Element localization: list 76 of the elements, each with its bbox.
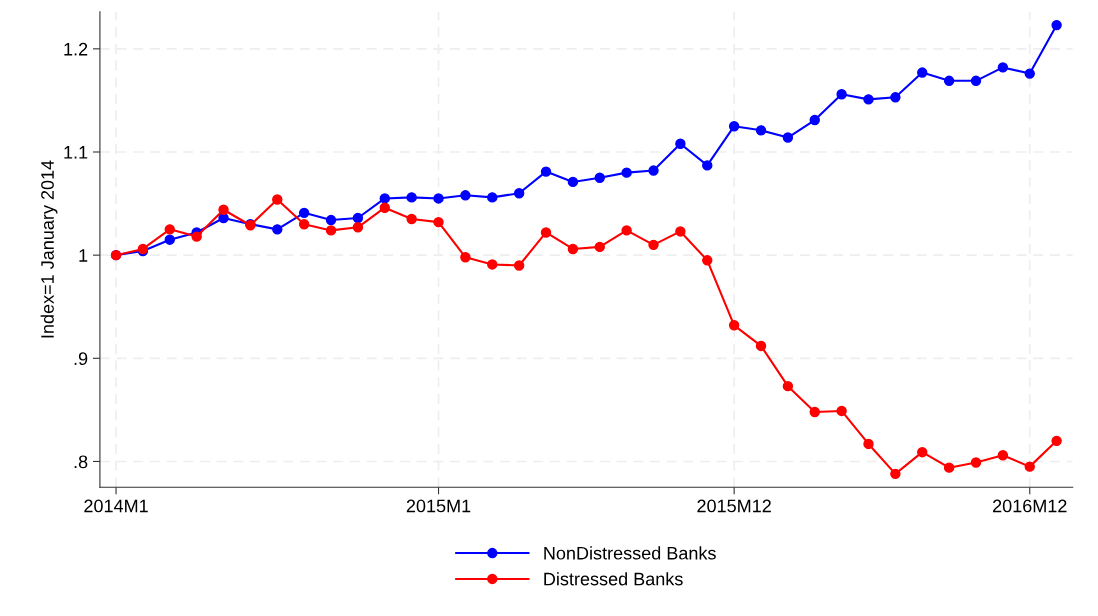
point	[513, 260, 525, 271]
point	[1024, 68, 1035, 79]
point	[755, 340, 767, 352]
point	[325, 225, 337, 236]
point	[352, 212, 364, 224]
point	[460, 190, 471, 201]
y-tick-label: .9	[74, 352, 88, 366]
point	[298, 207, 310, 219]
y-tick-label: 1.1	[64, 146, 88, 159]
point	[755, 125, 767, 136]
point	[728, 320, 740, 331]
point	[836, 405, 847, 417]
point	[836, 89, 847, 100]
point	[272, 224, 283, 235]
point	[1024, 461, 1035, 472]
y-tick-label: .8	[74, 455, 88, 469]
point	[164, 224, 175, 235]
x-tick-label: 2016M12	[993, 499, 1067, 513]
point	[406, 213, 417, 225]
point	[218, 204, 229, 215]
x-tick-label: 2015M12	[697, 499, 771, 513]
point	[728, 120, 740, 132]
point	[567, 243, 579, 255]
legend-label: NonDistressed Banks	[544, 546, 716, 560]
x-tick-label: 2015M1	[406, 499, 471, 513]
legend-label: Distressed Banks	[544, 572, 683, 586]
point	[970, 75, 982, 87]
point	[406, 192, 417, 203]
point	[675, 226, 686, 237]
point	[379, 202, 390, 213]
point	[675, 138, 686, 149]
point	[621, 225, 632, 236]
point	[379, 193, 390, 204]
point	[1051, 19, 1062, 31]
point	[648, 239, 659, 251]
point	[917, 446, 928, 458]
point	[594, 241, 605, 253]
point	[298, 218, 310, 230]
point	[487, 259, 498, 270]
point	[809, 406, 820, 418]
point	[997, 62, 1009, 73]
point	[917, 67, 928, 78]
point	[943, 462, 955, 473]
point	[809, 114, 820, 126]
point	[782, 132, 794, 143]
point	[540, 227, 552, 238]
point	[702, 160, 713, 171]
point	[648, 165, 659, 176]
point	[997, 450, 1009, 461]
point	[352, 222, 364, 233]
y-axis-title: Index=1 January 2014	[40, 160, 58, 338]
point	[890, 468, 901, 480]
point	[567, 176, 579, 188]
point	[943, 75, 955, 87]
point	[540, 166, 552, 177]
point	[191, 231, 202, 242]
point	[513, 188, 525, 199]
point	[621, 167, 632, 178]
point	[433, 216, 444, 228]
point	[325, 214, 337, 226]
point	[1051, 435, 1062, 447]
point	[863, 438, 874, 450]
point	[594, 172, 605, 183]
point	[702, 255, 713, 266]
point	[890, 92, 901, 103]
point	[863, 94, 874, 105]
point	[433, 193, 444, 204]
x-tick-label: 2014M1	[84, 499, 148, 513]
point	[460, 252, 471, 263]
y-tick-label: 1	[79, 249, 88, 262]
point	[970, 457, 982, 468]
point	[164, 234, 175, 245]
point	[782, 380, 794, 392]
y-tick-label: 1.2	[64, 42, 88, 56]
point	[272, 194, 283, 205]
point	[487, 192, 498, 203]
